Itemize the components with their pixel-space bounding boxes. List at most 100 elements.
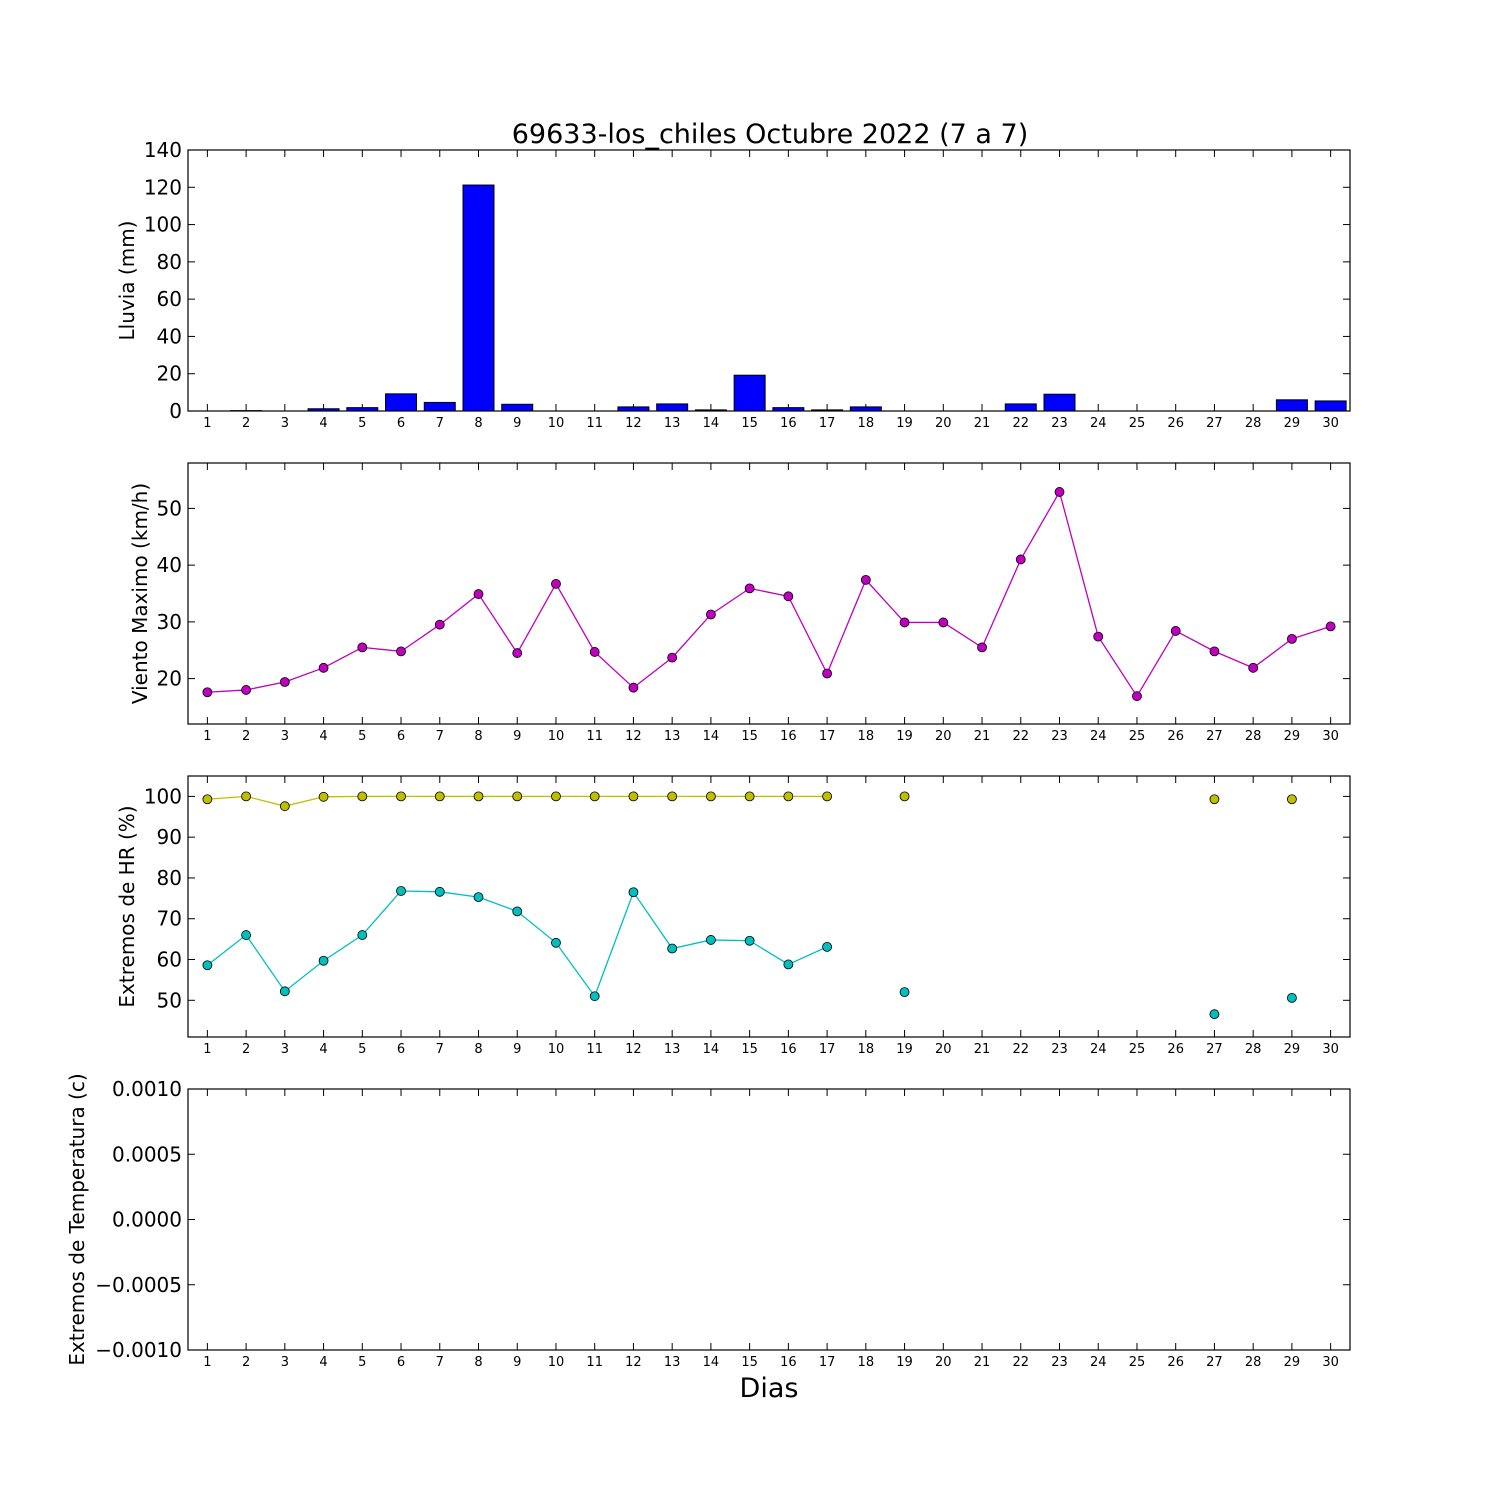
bar-day-17	[811, 409, 844, 412]
x-tick-label: 3	[281, 1042, 289, 1057]
series-1-point-day-4	[318, 791, 329, 802]
bar-day-8	[462, 184, 495, 412]
x-tick-label: 20	[935, 1042, 952, 1057]
bar-day-22	[1004, 403, 1037, 412]
x-tick-label: 29	[1284, 729, 1301, 744]
series-1-point-day-23	[1054, 487, 1065, 497]
y-tick-label: 60	[157, 948, 182, 972]
series-1-point-day-10	[551, 578, 561, 589]
series-2-point-day-5	[357, 930, 368, 940]
series-1-point-day-6	[396, 791, 406, 802]
series-1-point-day-7	[434, 619, 445, 630]
series-1-point-day-9	[512, 791, 523, 802]
bar-day-29	[1275, 399, 1308, 412]
y-tick-label: 0.0000	[112, 1208, 182, 1232]
x-tick-label: 13	[664, 1042, 681, 1057]
series-1-point-day-14	[706, 609, 716, 620]
x-tick-label: 29	[1284, 1355, 1301, 1370]
x-tick-label: 11	[586, 1042, 603, 1057]
x-tick-label: 14	[703, 729, 720, 744]
x-tick-label: 21	[974, 1355, 991, 1370]
series-2-point-day-12	[628, 887, 639, 898]
x-tick-label: 28	[1245, 1355, 1262, 1370]
x-tick-label: 16	[780, 416, 797, 431]
series-2-point-day-29	[1287, 992, 1297, 1003]
x-tick-label: 21	[974, 729, 991, 744]
series-1-point-day-4	[318, 662, 329, 673]
x-tick-label: 1	[203, 729, 211, 744]
series-1-point-day-12	[628, 791, 639, 802]
x-tick-label: 24	[1090, 416, 1107, 431]
x-tick-label: 16	[780, 729, 797, 744]
x-tick-label: 27	[1206, 1042, 1223, 1057]
series-1-point-day-30	[1325, 621, 1336, 632]
series-1-point-day-24	[1093, 631, 1104, 642]
x-tick-label: 13	[664, 1355, 681, 1370]
series-1-point-day-2	[241, 791, 252, 802]
series-1-point-day-29	[1287, 633, 1297, 644]
x-tick-label: 17	[819, 416, 836, 431]
x-tick-label: 1	[203, 1042, 211, 1057]
series-1-point-day-20	[938, 617, 949, 628]
x-tick-label: 6	[397, 416, 405, 431]
x-tick-label: 21	[974, 416, 991, 431]
x-tick-label: 8	[474, 416, 482, 431]
bar-day-14	[694, 409, 727, 412]
x-tick-label: 14	[703, 1042, 720, 1057]
x-tick-label: 10	[548, 729, 565, 744]
x-tick-label: 13	[664, 729, 681, 744]
chart-title: 69633-los_chiles Octubre 2022 (7 a 7)	[512, 119, 1029, 150]
x-tick-label: 18	[858, 416, 875, 431]
x-tick-label: 5	[358, 1042, 366, 1057]
series-2-point-day-7	[434, 886, 445, 897]
x-tick-label: 15	[741, 416, 758, 431]
series-1-point-day-18	[860, 574, 871, 585]
x-tick-label: 11	[586, 729, 603, 744]
y-tick-label: 20	[157, 362, 182, 386]
x-tick-label: 18	[858, 1355, 875, 1370]
bar-day-5	[346, 407, 379, 412]
y-axis-label: Lluvia (mm)	[115, 221, 139, 341]
x-tick-label: 6	[397, 729, 405, 744]
y-tick-label: 100	[144, 784, 182, 808]
series-2-point-day-9	[512, 906, 523, 917]
x-tick-label: 2	[242, 729, 250, 744]
x-tick-label: 12	[625, 416, 642, 431]
x-tick-label: 16	[780, 1355, 797, 1370]
x-tick-label: 29	[1284, 416, 1301, 431]
series-1-point-day-17	[822, 668, 832, 679]
x-tick-label: 25	[1129, 416, 1146, 431]
series-2-point-day-2	[241, 930, 252, 940]
x-tick-label: 10	[548, 416, 565, 431]
y-tick-label: 20	[157, 667, 182, 691]
y-tick-label: 50	[157, 496, 182, 520]
x-tick-label: 7	[436, 729, 444, 744]
y-tick-label: 40	[157, 324, 182, 348]
x-tick-label: 12	[625, 1355, 642, 1370]
series-2-point-day-14	[706, 935, 716, 945]
x-tick-label: 10	[548, 1355, 565, 1370]
x-tick-label: 29	[1284, 1042, 1301, 1057]
x-tick-label: 30	[1322, 729, 1339, 744]
series-2-point-day-3	[279, 986, 290, 997]
series-1-point-day-9	[512, 648, 523, 658]
series-1-point-day-26	[1170, 626, 1181, 636]
series-1-line	[207, 490, 1331, 698]
x-tick-label: 20	[935, 729, 952, 744]
series-1-point-day-2	[241, 685, 252, 695]
series-1-point-day-28	[1248, 662, 1259, 673]
x-tick-label: 28	[1245, 1042, 1262, 1057]
y-tick-label: 0	[169, 399, 182, 423]
y-tick-label: 90	[157, 825, 182, 849]
bar-day-4	[307, 408, 340, 412]
series-2-point-day-17	[822, 941, 832, 952]
x-tick-label: 28	[1245, 416, 1262, 431]
series-1-point-day-5	[357, 791, 368, 802]
series-2-point-day-10	[551, 937, 561, 948]
series-1-point-day-6	[396, 646, 406, 657]
x-tick-label: 27	[1206, 1355, 1223, 1370]
x-tick-label: 4	[319, 1042, 327, 1057]
